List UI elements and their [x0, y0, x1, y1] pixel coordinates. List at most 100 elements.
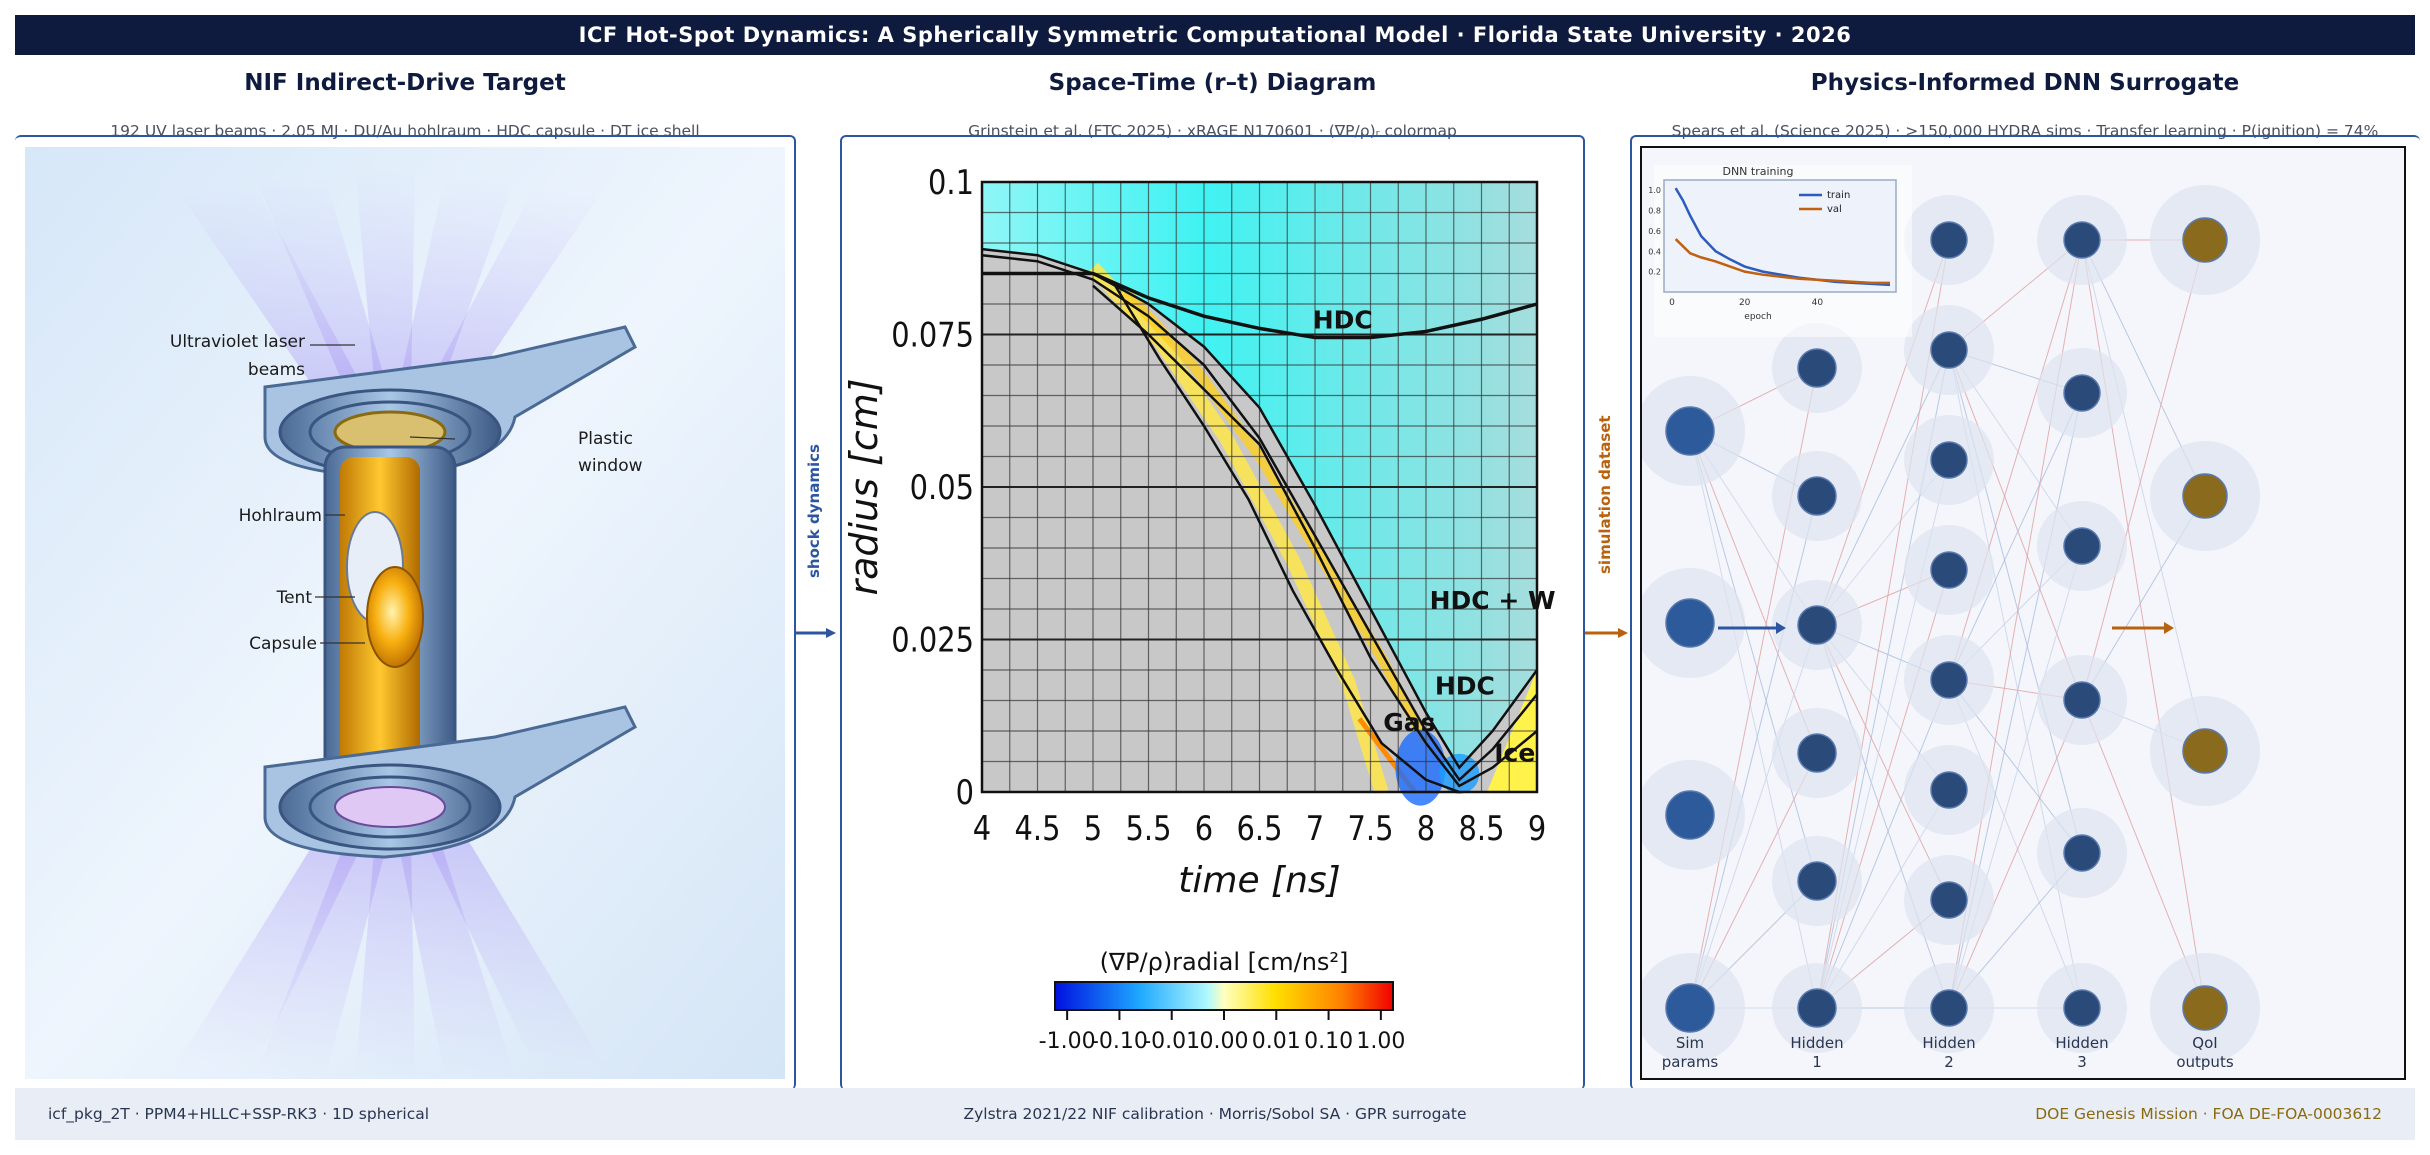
- dnn-edge: [2081, 699, 2206, 1009]
- input-arrow-head: [1776, 622, 1786, 634]
- y-tick-label: 0.1: [928, 164, 974, 203]
- dnn-edge: [1948, 699, 2083, 1009]
- dnn-edge: [1816, 624, 1950, 901]
- x-tick-label: 5: [1084, 810, 1102, 849]
- layer-label: Sim: [1676, 1034, 1704, 1052]
- label-hohlraum: Hohlraum: [239, 506, 322, 526]
- dnn-node: [2182, 217, 2228, 263]
- layer-label: 1: [1812, 1053, 1822, 1071]
- x-tick-label: 8: [1417, 810, 1435, 849]
- layer-label: Hidden: [1790, 1034, 1843, 1052]
- dnn-node: [2063, 681, 2101, 719]
- rt-series-3: [981, 253, 1538, 782]
- dnn-edge: [1689, 495, 1818, 1009]
- label-tent: Tent: [276, 588, 313, 608]
- dnn-node: [1665, 983, 1715, 1033]
- lower-flange: [263, 705, 637, 859]
- dnn-edge: [1689, 430, 1818, 754]
- rt-diagram: 4 4.5 5 5.5 6 6.5 7 7.5 8 8.5 9 0 0.025 0.05 0.075 0.1 t…: [842, 164, 1556, 1054]
- rt-annotation: HDC + W: [1430, 586, 1556, 615]
- inset-series-val: [1674, 238, 1890, 285]
- output-arrow-head: [2164, 622, 2174, 634]
- footer-center: Zylstra 2021/22 NIF calibration · Morris…: [963, 1105, 1467, 1123]
- dnn-diagram: SimparamsHidden1Hidden2Hidden3QoIoutputs…: [1642, 165, 2260, 1071]
- simulation-dataset-label: simulation dataset: [1596, 415, 1614, 574]
- y-tick-label: 0: [956, 774, 974, 813]
- middle-panel-frame: [840, 135, 1585, 1090]
- y-axis-label: radius [cm]: [842, 378, 886, 595]
- footer-right: DOE Genesis Mission · FOA DE-FOA-0003612: [2035, 1105, 2382, 1123]
- dnn-edge: [1948, 679, 2083, 1009]
- inset-y-tick: 0.6: [1648, 227, 1661, 236]
- rt-annotation: Ice: [1494, 739, 1535, 768]
- y-tick-label: 0.025: [891, 621, 974, 660]
- label-capsule: Capsule: [249, 634, 317, 654]
- layer-label: 2: [1944, 1053, 1954, 1071]
- page-title: ICF Hot-Spot Dynamics: A Spherically Sym…: [578, 23, 1852, 47]
- x-axis-label: time [ns]: [1178, 860, 1340, 901]
- dnn-node: [1930, 441, 1968, 479]
- label-laser-beams: Ultraviolet laser: [170, 332, 305, 352]
- shock-dynamics-label: shock dynamics: [805, 444, 823, 578]
- layer-label: Hidden: [2055, 1034, 2108, 1052]
- dnn-edge: [1689, 430, 1818, 882]
- dnn-node: [1665, 598, 1715, 648]
- dnn-node: [2063, 989, 2101, 1027]
- dnn-node: [1797, 605, 1837, 645]
- dnn-edge: [1816, 349, 1950, 626]
- inset-y-tick: 0.2: [1648, 268, 1661, 277]
- dnn-node: [1930, 551, 1968, 589]
- rt-series-4: [1092, 284, 1538, 788]
- inset-x-tick: 0: [1669, 298, 1675, 308]
- dnn-node: [1797, 348, 1837, 388]
- dnn-node: [1797, 733, 1837, 773]
- inset-legend-label: train: [1827, 190, 1850, 201]
- rt-annotation: Gas: [1383, 708, 1435, 737]
- x-tick-label: 7: [1306, 810, 1324, 849]
- dnn-edge: [1816, 679, 1950, 1009]
- rarefaction-blob: [1395, 729, 1446, 806]
- dnn-node: [1665, 406, 1715, 456]
- dnn-node: [1797, 988, 1837, 1028]
- layer-label: params: [1662, 1053, 1719, 1071]
- inset-x-tick: 40: [1812, 298, 1824, 308]
- dnn-edge: [1948, 392, 2083, 681]
- dnn-node: [2063, 221, 2101, 259]
- dnn-edge: [1689, 624, 1818, 1009]
- inset-x-label: epoch: [1744, 312, 1771, 322]
- inset-y-label: loss: [1642, 227, 1645, 245]
- inset-y-tick: 1.0: [1648, 186, 1661, 195]
- x-tick-label: 8.5: [1459, 810, 1505, 849]
- dnn-node: [1665, 790, 1715, 840]
- colorbar-tick-label: 1.00: [1356, 1029, 1405, 1054]
- rt-annotation: HDC: [1313, 305, 1373, 334]
- layer-label: QoI: [2192, 1034, 2217, 1052]
- rt-series-5: [1114, 285, 1460, 794]
- arrow-shock-dynamics: [796, 623, 836, 638]
- rt-series-2: [981, 247, 1539, 770]
- colorbar-tick-label: -0.10: [1091, 1029, 1148, 1054]
- inset-title: DNN training: [1722, 165, 1793, 178]
- plot-frame: [980, 180, 1539, 794]
- dnn-node: [2063, 527, 2101, 565]
- dnn-node: [1797, 476, 1837, 516]
- inset-y-tick: 0.8: [1648, 207, 1661, 216]
- x-tick-label: 6.5: [1237, 810, 1283, 849]
- dnn-node: [1930, 221, 1968, 259]
- arrow-simulation-dataset: [1585, 623, 1628, 638]
- footer: icf_pkg_2T · PPM4+HLLC+SSP-RK3 · 1D sphe…: [15, 1088, 2415, 1140]
- y-tick-label: 0.05: [910, 469, 974, 508]
- rt-series-1: [982, 271, 1538, 340]
- dnn-node: [1930, 661, 1968, 699]
- x-tick-label: 9: [1528, 810, 1546, 849]
- colorbar: [1054, 981, 1394, 1011]
- dnn-node: [2182, 728, 2228, 774]
- label-plastic-window: Plastic: [578, 429, 633, 449]
- dnn-node: [2182, 473, 2228, 519]
- inset-x-tick: 20: [1739, 298, 1751, 308]
- leader-lines: [310, 344, 456, 644]
- y-tick-label: 0.075: [891, 316, 974, 355]
- dnn-edge: [2081, 239, 2206, 752]
- dnn-node: [1930, 989, 1968, 1027]
- x-tick-label: 6: [1195, 810, 1213, 849]
